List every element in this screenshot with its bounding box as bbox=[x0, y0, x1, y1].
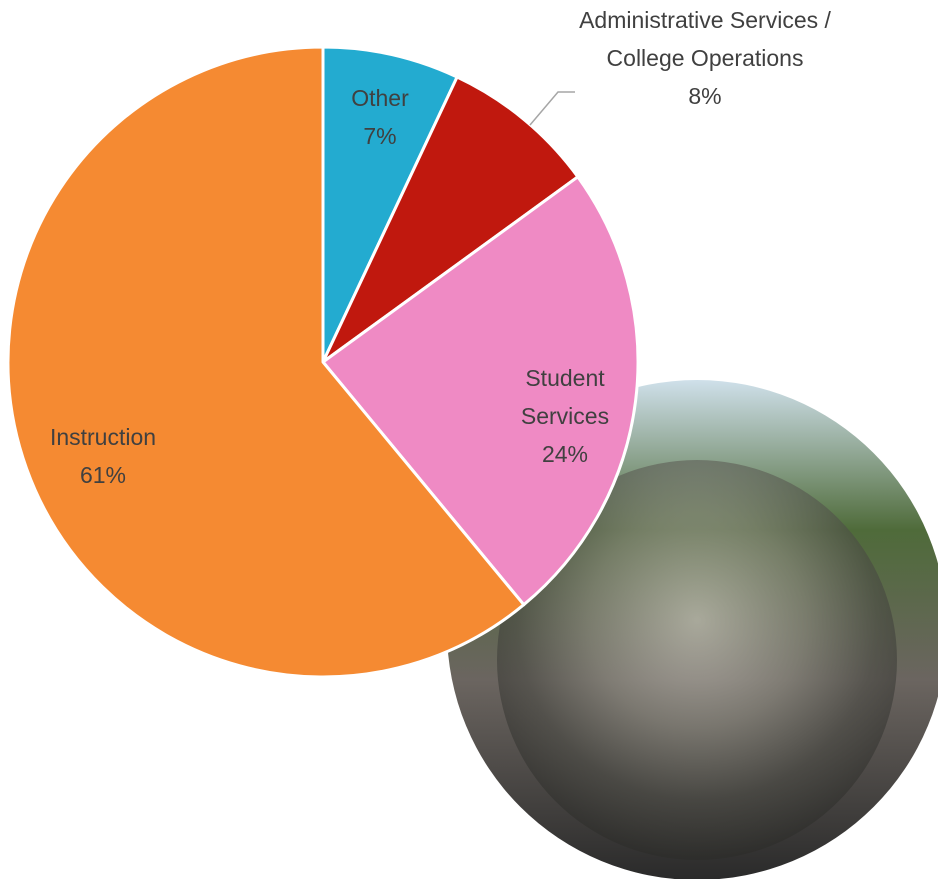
pie-slice bbox=[321, 45, 459, 364]
slice-label: Administrative Services / College Operat… bbox=[545, 1, 865, 115]
pie-slice bbox=[321, 75, 580, 364]
photo-shade bbox=[497, 460, 897, 860]
slice-label: Instruction 61% bbox=[3, 418, 203, 494]
slice-label: Other 7% bbox=[280, 79, 480, 155]
slice-name: Administrative Services / College Operat… bbox=[579, 7, 831, 71]
slice-name: Instruction bbox=[49, 424, 157, 450]
slice-name: Student Services bbox=[520, 365, 610, 429]
slice-percent: 61% bbox=[79, 462, 127, 488]
pie-slice bbox=[6, 45, 526, 679]
slice-label: Student Services 24% bbox=[500, 359, 630, 473]
slice-percent: 24% bbox=[541, 441, 589, 467]
slice-percent: 8% bbox=[688, 83, 722, 109]
leader-line bbox=[529, 91, 575, 126]
slice-name: Other bbox=[351, 85, 409, 111]
pie-slice bbox=[321, 175, 640, 607]
pie bbox=[6, 45, 640, 679]
slice-percent: 7% bbox=[363, 123, 397, 149]
